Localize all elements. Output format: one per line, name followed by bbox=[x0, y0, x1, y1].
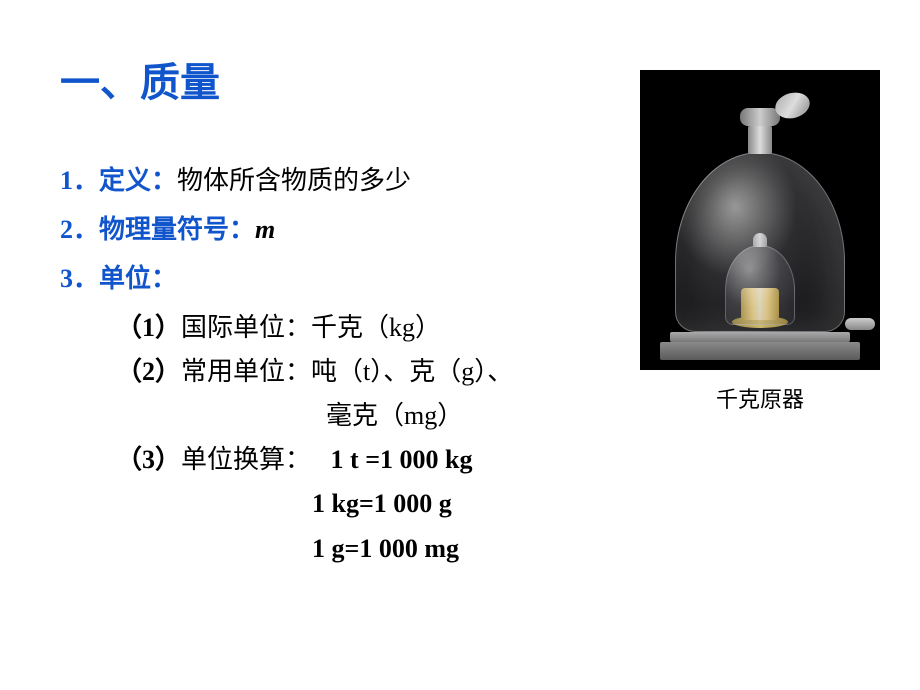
platform-base bbox=[660, 342, 860, 360]
outer-knob-stem bbox=[748, 124, 772, 154]
conversion-1: 1 t =1 000 kg bbox=[331, 445, 473, 474]
common-text-2: 毫克（mg） bbox=[326, 401, 463, 430]
figure-kilogram: 千克原器 bbox=[640, 70, 880, 414]
kilogram-image bbox=[640, 70, 880, 370]
platform-top bbox=[670, 332, 850, 342]
label-unit: 单位： bbox=[99, 263, 177, 293]
num-1: 1． bbox=[60, 166, 99, 195]
si-text: 国际单位：千克（kg） bbox=[181, 313, 441, 342]
outer-knob-top bbox=[740, 108, 780, 126]
figure-caption: 千克原器 bbox=[640, 382, 880, 414]
paren-2: （2） bbox=[116, 357, 181, 386]
symbol-value: m bbox=[255, 215, 275, 244]
sub-conversion: （3）单位换算： 1 t =1 000 kg bbox=[60, 438, 860, 482]
conversion-label: 单位换算： bbox=[181, 445, 311, 474]
side-tube bbox=[845, 318, 875, 330]
outer-bell-jar bbox=[675, 152, 845, 332]
paren-3: （3） bbox=[116, 445, 181, 474]
conversion-3: 1 g=1 000 mg bbox=[60, 527, 860, 571]
num-2: 2． bbox=[60, 215, 99, 244]
conversion-2: 1 kg=1 000 g bbox=[60, 482, 860, 526]
paren-1: （1） bbox=[116, 313, 181, 342]
common-text: 常用单位：吨（t）、克（g）、 bbox=[181, 357, 513, 386]
label-definition: 定义： bbox=[99, 165, 177, 195]
text-definition: 物体所含物质的多少 bbox=[177, 166, 411, 195]
num-3: 3． bbox=[60, 264, 99, 293]
label-symbol: 物理量符号： bbox=[99, 214, 255, 244]
slide-container: 一、质量 1．定义：物体所含物质的多少 2．物理量符号：m 3．单位： （1）国… bbox=[0, 0, 920, 690]
